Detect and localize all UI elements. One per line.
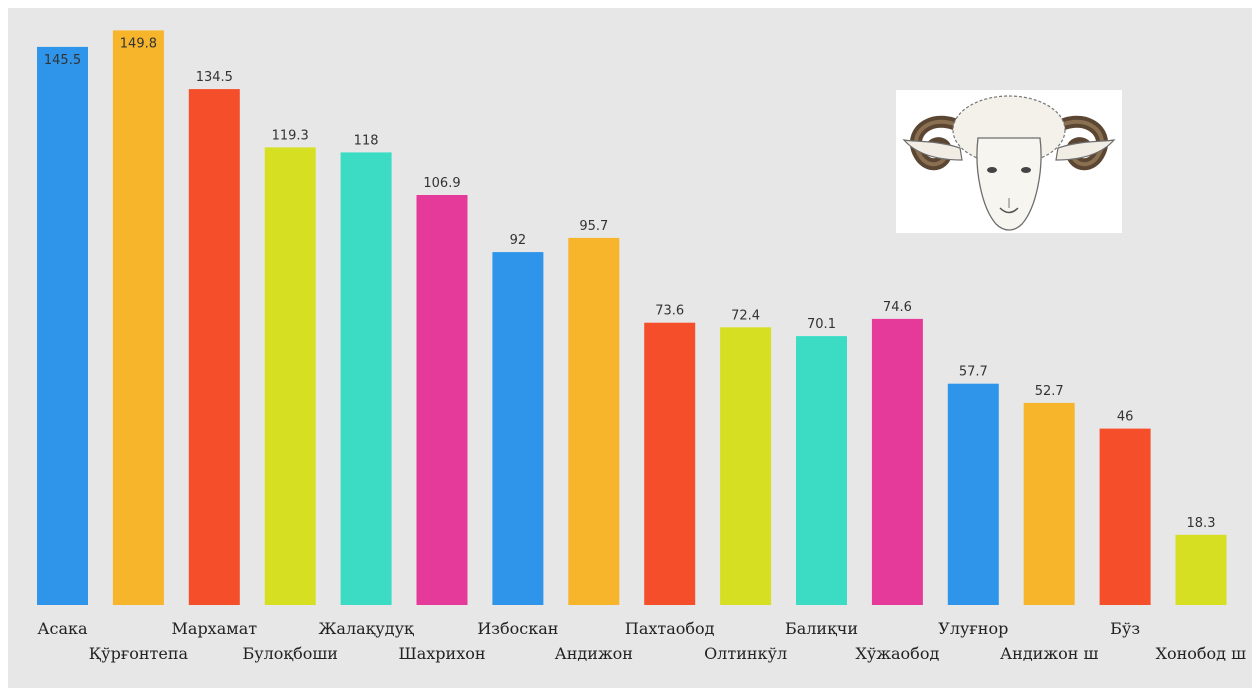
ram-head-icon — [896, 90, 1122, 233]
category-label-5: Шахрихон — [398, 644, 485, 663]
bars-layer — [37, 30, 1227, 606]
bar-15 — [1175, 534, 1227, 605]
value-label-2: 134.5 — [196, 70, 233, 85]
bar-14 — [1099, 428, 1151, 605]
value-label-13: 52.7 — [1035, 384, 1064, 399]
value-label-5: 106.9 — [423, 176, 460, 191]
bar-5 — [416, 195, 468, 605]
value-label-15: 18.3 — [1187, 516, 1216, 531]
value-label-8: 73.6 — [655, 304, 684, 319]
category-label-11: Хўжаобод — [855, 644, 939, 663]
bar-9 — [720, 327, 772, 605]
category-label-1: Қўрғонтепа — [89, 644, 189, 663]
value-label-11: 74.6 — [883, 300, 912, 315]
bar-3 — [264, 147, 316, 605]
value-label-6: 92 — [510, 233, 527, 248]
bar-2 — [188, 89, 240, 606]
category-label-2: Мархамат — [172, 619, 258, 638]
category-label-13: Андижон ш — [1000, 644, 1098, 663]
bar-chart: 145.5 149.8 134.5 119.3 118 106.9 92 95.7 73.6 72… — [37, 30, 1246, 663]
bar-8 — [644, 322, 696, 605]
category-label-7: Андижон — [555, 644, 633, 663]
value-label-14: 46 — [1117, 410, 1134, 425]
value-label-1: 149.8 — [120, 36, 157, 51]
category-label-4: Жалақудуқ — [318, 619, 414, 638]
category-label-0: Асака — [37, 619, 88, 638]
bar-0 — [37, 46, 88, 605]
category-label-3: Булоқбоши — [242, 644, 337, 663]
value-label-9: 72.4 — [731, 308, 760, 323]
category-label-12: Улуғнор — [938, 619, 1008, 638]
category-label-8: Пахтаобод — [625, 619, 715, 638]
category-label-15: Хонобод ш — [1156, 644, 1247, 663]
category-label-10: Балиқчи — [785, 619, 858, 638]
bar-6 — [492, 252, 544, 605]
value-label-0: 145.5 — [44, 53, 81, 68]
value-label-7: 95.7 — [579, 219, 608, 234]
bar-13 — [1023, 402, 1075, 605]
chart-area: 145.5 149.8 134.5 119.3 118 106.9 92 95.7 73.6 72… — [8, 8, 1252, 688]
value-label-10: 70.1 — [807, 317, 836, 332]
value-label-3: 119.3 — [272, 128, 309, 143]
category-label-9: Олтинкўл — [704, 644, 787, 663]
value-labels-layer: 145.5 149.8 134.5 119.3 118 106.9 92 95.7 73.6 72… — [44, 36, 1216, 530]
category-label-14: Бўз — [1110, 619, 1140, 638]
bar-4 — [340, 152, 392, 605]
bar-12 — [947, 383, 999, 605]
value-label-4: 118 — [354, 133, 379, 148]
value-label-12: 57.7 — [959, 365, 988, 380]
bar-11 — [871, 318, 923, 605]
category-label-6: Избоскан — [477, 619, 558, 638]
bar-10 — [796, 336, 847, 605]
bar-7 — [568, 237, 620, 605]
bar-1 — [112, 30, 164, 605]
